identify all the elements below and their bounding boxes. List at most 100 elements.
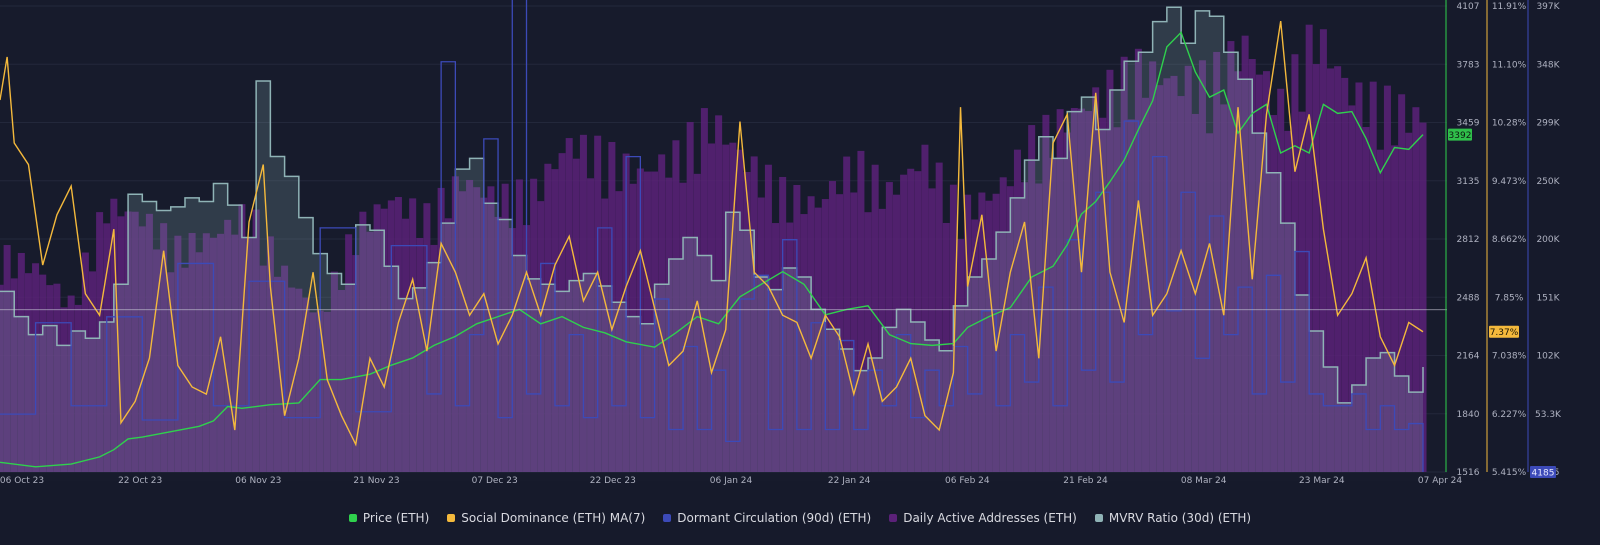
- mvrv-ratio-line: [0, 6, 1424, 404]
- legend: Price (ETH) Social Dominance (ETH) MA(7) D…: [0, 505, 1600, 531]
- social_dominance-tick-label: 8.662%: [1492, 235, 1527, 245]
- daily-active-addresses-bar: [985, 200, 993, 472]
- axes: 4107 3783 3459 3135 2812 2488 2164 1840 1516 11.9…: [1445, 0, 1562, 479]
- daily-active-addresses-bar: [708, 143, 715, 472]
- daily-active-addresses-bar: [259, 265, 267, 472]
- x-tick-label: 06 Nov 23: [235, 476, 281, 486]
- legend-label: Social Dominance (ETH) MA(7): [461, 511, 646, 525]
- daily-active-addresses-bar: [1419, 122, 1427, 472]
- daily-active-addresses-bar: [252, 209, 260, 472]
- daily-active-addresses-bar: [266, 236, 274, 472]
- daily-active-addresses-bar: [579, 134, 587, 472]
- daily-active-addresses-bar: [1298, 111, 1306, 472]
- daily-active-addresses-bar: [1142, 97, 1150, 472]
- daily-active-addresses-bar: [999, 177, 1007, 472]
- daily-active-addresses-bar: [60, 307, 68, 472]
- x-tick-label: 23 Mar 24: [1299, 476, 1345, 486]
- daily-active-addresses-bar: [658, 154, 666, 472]
- social-dominance-current-badge: 7.37%: [1490, 328, 1519, 338]
- daily-active-addresses-bar: [942, 222, 950, 472]
- daily-active-addresses-bar: [857, 150, 865, 472]
- daily-active-addresses-bar: [110, 198, 118, 472]
- daily-active-addresses-bar: [1312, 64, 1320, 473]
- daily-active-addresses-bar: [402, 218, 410, 472]
- price-tick-label: 2164: [1457, 352, 1480, 362]
- daily-active-addresses-bar: [1376, 149, 1384, 472]
- daily-active-addresses-bar: [892, 194, 900, 472]
- daily-active-addresses-bar: [1398, 94, 1406, 472]
- daily-active-addresses-bar: [1284, 130, 1292, 473]
- daily-active-addresses-bar: [74, 304, 82, 472]
- daily-active-addresses-bar: [1056, 109, 1064, 473]
- daily-active-addresses-bar: [10, 278, 18, 472]
- daily-active-addresses-bar: [722, 144, 730, 472]
- daily-active-addresses-bar: [394, 197, 402, 473]
- daily-active-addresses-bar: [1319, 29, 1327, 473]
- daily-active-addresses-bar: [1006, 186, 1014, 473]
- daily-active-addresses-bar: [1255, 74, 1263, 473]
- legend-item[interactable]: Daily Active Addresses (ETH): [889, 511, 1077, 525]
- daily-active-addresses-bar: [1085, 111, 1093, 473]
- price-tick-label: 4107: [1457, 2, 1480, 12]
- legend-label: Dormant Circulation (90d) (ETH): [677, 511, 872, 525]
- daily-active-addresses-bar: [587, 178, 595, 473]
- daily-active-addresses-bar: [715, 115, 723, 473]
- legend-item[interactable]: Dormant Circulation (90d) (ETH): [663, 511, 871, 525]
- daily-active-addresses-bar: [558, 153, 566, 472]
- daily-active-addresses-bar: [757, 197, 765, 472]
- daily-active-addresses-bar: [124, 211, 132, 473]
- daily-active-addresses-bar: [743, 172, 751, 472]
- x-tick-label: 06 Jan 24: [710, 476, 753, 486]
- price-tick-label: 3135: [1457, 177, 1480, 187]
- daily-active-addresses-bar: [338, 290, 346, 472]
- daily-active-addresses-bar: [131, 211, 139, 472]
- volume-current-badge-bg: [1530, 466, 1556, 478]
- social_dominance-tick-label: 7.85%: [1495, 293, 1524, 303]
- daily-active-addresses-bar: [601, 198, 609, 472]
- price-tick-label: 1840: [1457, 410, 1480, 420]
- x-tick-label: 22 Oct 23: [118, 476, 162, 486]
- daily-active-addresses-bar: [957, 239, 965, 472]
- daily-active-addresses-bar: [231, 234, 239, 472]
- daily-active-addresses-bar: [1270, 115, 1278, 472]
- daily-active-addresses-bar: [700, 108, 708, 472]
- daily-active-addresses-bar: [153, 249, 161, 472]
- volume-tick-label: 348K: [1536, 60, 1560, 70]
- price-tick-label: 3783: [1457, 60, 1480, 70]
- daily-active-addresses-bar: [345, 234, 353, 472]
- daily-active-addresses-bar: [96, 212, 104, 472]
- legend-label: Daily Active Addresses (ETH): [903, 511, 1077, 525]
- price-tick-label: 1516: [1457, 468, 1480, 478]
- social_dominance-tick-label: 7.038%: [1492, 352, 1527, 362]
- legend-item[interactable]: Social Dominance (ETH) MA(7): [447, 511, 645, 525]
- daily-active-addresses-bar: [46, 285, 54, 472]
- daily-active-addresses-bar: [88, 271, 96, 472]
- daily-active-addresses-bar: [1227, 41, 1235, 472]
- x-axis-labels: 06 Oct 23 22 Oct 23 06 Nov 23 21 Nov 23 07 D…: [0, 476, 1462, 486]
- volume-tick-label: 151K: [1536, 293, 1560, 303]
- daily-active-addresses-bar: [373, 204, 381, 472]
- daily-active-addresses-bar: [3, 245, 11, 472]
- legend-item[interactable]: MVRV Ratio (30d) (ETH): [1094, 511, 1251, 525]
- daily-active-addresses-bar: [1348, 105, 1356, 472]
- daily-active-addresses-bar: [160, 223, 168, 472]
- daily-active-addresses-bar: [1234, 71, 1242, 472]
- x-tick-label: 21 Nov 23: [353, 476, 399, 486]
- daily-active-addresses-bar: [530, 178, 538, 472]
- daily-active-addresses-bar: [1412, 107, 1420, 472]
- daily-active-addresses-bar: [928, 188, 936, 472]
- daily-active-addresses-bar: [359, 211, 367, 472]
- legend-item[interactable]: Price (ETH): [348, 511, 429, 525]
- daily-active-addresses-bar: [686, 122, 694, 472]
- volume-tick-label: 250K: [1536, 177, 1560, 187]
- x-tick-label: 21 Feb 24: [1063, 476, 1108, 486]
- daily-active-addresses-bar: [1391, 145, 1399, 472]
- daily-active-addresses-bar: [900, 174, 908, 473]
- daily-active-addresses-bar: [195, 252, 203, 472]
- daily-active-addresses-bar: [615, 191, 623, 472]
- daily-active-addresses-bar: [330, 271, 338, 472]
- daily-active-addresses-bar: [217, 233, 225, 472]
- daily-active-addresses-bar: [871, 164, 879, 472]
- daily-active-addresses-bar: [1383, 85, 1391, 473]
